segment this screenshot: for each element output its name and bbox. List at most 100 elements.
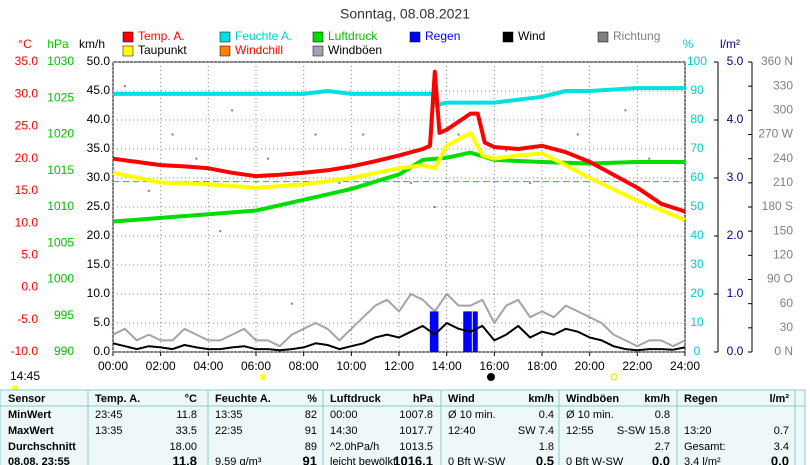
table-cell: SW 7.4 <box>518 425 554 437</box>
direction-dot <box>314 133 317 136</box>
direction-dot <box>529 181 532 184</box>
y-tick-label: 60 <box>780 296 794 310</box>
table-cell: 0 Bft W-SW <box>448 456 506 465</box>
y-tick-label: 80 <box>690 112 704 126</box>
table-header: Sensor <box>8 393 46 405</box>
table-cell: 13:35 <box>215 409 243 421</box>
y-tick-label: 20.0 <box>15 151 39 165</box>
table-cell: MinWert <box>8 409 52 421</box>
y-tick-label: 40.0 <box>87 112 111 126</box>
legend-swatch <box>219 45 231 57</box>
legend-swatch <box>597 31 609 43</box>
table-cell: Ø 10 min. <box>448 409 496 421</box>
axis-title: km/h <box>79 37 105 51</box>
sunset-icon <box>610 373 618 381</box>
table-cell: Ø 10 min. <box>566 409 614 421</box>
y-tick-label: 35.0 <box>15 54 39 68</box>
table-cell: 0 Bft W-SW <box>566 456 624 465</box>
table: Sensor Temp. A. °C Feuchte A.% Luftdruck hPa W… <box>0 389 806 465</box>
table-cell: 1013.5 <box>399 441 433 453</box>
rain-bar <box>433 311 439 352</box>
y-tick-label: 25.0 <box>87 199 111 213</box>
legend-label: Wind <box>518 29 545 43</box>
direction-dot <box>195 157 198 160</box>
x-tick-label: 00:00 <box>98 359 128 373</box>
moon-icon <box>487 373 495 381</box>
x-tick-label: 12:00 <box>384 359 414 373</box>
table-header: km/h <box>644 393 670 405</box>
table-header: Windböen <box>566 393 619 405</box>
y-tick-label: 1.0 <box>727 286 744 300</box>
y-tick-label: -10.0 <box>11 344 39 358</box>
legend-label: Richtung <box>613 29 660 43</box>
table-header: Wind <box>448 393 475 405</box>
legend-swatch <box>312 31 324 43</box>
rain-bar <box>472 311 478 352</box>
table-cell: 12:40 <box>448 425 476 437</box>
table-header: Feuchte A. <box>215 393 271 405</box>
y-tick-label: -5.0 <box>17 312 38 326</box>
direction-dot <box>648 157 651 160</box>
table-cell: 0.0 <box>652 453 670 465</box>
table-cell: 9.59 g/m³ <box>215 456 262 465</box>
chart-title: Sonntag, 08.08.2021 <box>340 6 470 22</box>
table-cell: 18.00 <box>169 441 197 453</box>
table-cell: 22:35 <box>215 425 243 437</box>
x-tick-label: 24:00 <box>670 359 700 373</box>
table-cell: 91 <box>305 425 317 437</box>
legend-label: Temp. A. <box>138 29 185 43</box>
y-tick-label: 15.0 <box>87 257 111 271</box>
direction-dot <box>171 133 174 136</box>
table-cell: 14:30 <box>330 425 358 437</box>
table-header: hPa <box>413 393 434 405</box>
y-tick-label: 30.0 <box>15 86 39 100</box>
current-time: 14:45 <box>10 369 40 383</box>
table-cell: 0.0 <box>771 453 789 465</box>
y-tick-label: 300 <box>773 103 793 117</box>
table-cell: ^2.0hPa/h <box>330 441 379 453</box>
direction-dot <box>624 109 627 112</box>
direction-dot <box>433 206 436 208</box>
rain-bar <box>463 311 469 352</box>
y-tick-label: 30.0 <box>87 170 111 184</box>
x-tick-label: 10:00 <box>336 359 366 373</box>
table-cell: leicht bewölkt <box>330 456 396 465</box>
legend-label: Feuchte A. <box>235 29 292 43</box>
direction-dot <box>266 157 269 160</box>
y-tick-label: 40 <box>690 228 704 242</box>
table-cell: 82 <box>305 409 317 421</box>
direction-dot <box>123 85 126 88</box>
series-line <box>112 69 686 214</box>
direction-dot <box>290 302 293 305</box>
table-cell: 00:00 <box>330 409 358 421</box>
legend-swatch <box>409 31 421 43</box>
y-tick-label: 10.0 <box>15 215 39 229</box>
table-cell: 2.7 <box>655 441 670 453</box>
y-tick-label: 1020 <box>47 127 74 141</box>
y-tick-label: 5.0 <box>93 315 110 329</box>
table-cell: 11.8 <box>172 453 197 465</box>
sunrise-icon <box>260 374 266 380</box>
table-header: km/h <box>528 393 554 405</box>
table-cell: 13:35 <box>95 425 123 437</box>
y-tick-label: 10.0 <box>87 286 111 300</box>
y-tick-label: 360 N <box>761 54 793 68</box>
legend-label: Regen <box>425 29 460 43</box>
y-tick-label: 2.0 <box>727 228 744 242</box>
y-tick-label: 995 <box>54 308 74 322</box>
table-cell: 89 <box>305 441 317 453</box>
legend-swatch <box>122 45 134 57</box>
legend-swatch <box>502 31 514 43</box>
y-tick-label: 240 <box>773 151 793 165</box>
y-tick-label: 70 <box>690 141 704 155</box>
table-cell: 1016.1 <box>393 453 433 465</box>
y-tick-label: 120 <box>773 248 793 262</box>
series-line <box>112 150 685 224</box>
table-header: °C <box>185 393 197 405</box>
y-tick-label: 1015 <box>47 163 74 177</box>
table-cell: Gesamt: <box>684 441 726 453</box>
y-tick-label: 1010 <box>47 199 74 213</box>
table-header: Regen <box>684 393 718 405</box>
table-cell: 3.4 <box>774 441 789 453</box>
y-tick-label: 30 <box>690 257 704 271</box>
